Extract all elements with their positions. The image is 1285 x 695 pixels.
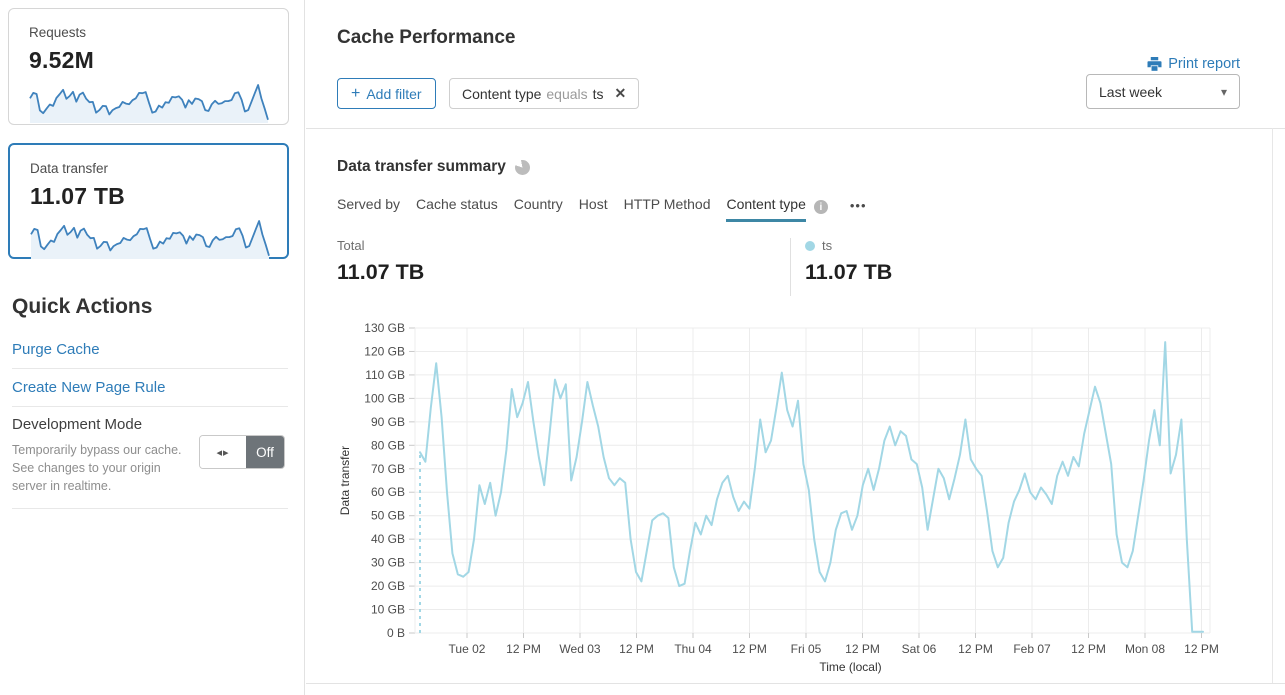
date-range-value: Last week <box>1099 83 1163 100</box>
svg-text:12 PM: 12 PM <box>506 642 541 656</box>
divider <box>12 406 288 407</box>
series-total-value: 11.07 TB <box>805 260 893 284</box>
svg-text:12 PM: 12 PM <box>958 642 993 656</box>
svg-text:120 GB: 120 GB <box>364 344 405 358</box>
svg-text:12 PM: 12 PM <box>732 642 767 656</box>
filter-chip-content-type[interactable]: Content type equals ts ✕ <box>449 78 640 109</box>
svg-text:Sat 06: Sat 06 <box>902 642 937 656</box>
printer-icon <box>1147 57 1162 71</box>
svg-text:10 GB: 10 GB <box>371 603 405 617</box>
create-page-rule-link[interactable]: Create New Page Rule <box>12 379 166 396</box>
filter-field: Content type <box>462 85 542 102</box>
info-icon[interactable]: i <box>813 200 828 214</box>
development-mode-label: Development Mode <box>12 416 143 433</box>
chevron-down-icon: ▾ <box>1220 84 1227 99</box>
svg-text:Thu 04: Thu 04 <box>674 642 712 656</box>
filter-value: ts <box>592 85 604 102</box>
requests-sparkline-chart <box>29 84 269 123</box>
data-transfer-line-chart: 130 GB 120 GB 110 GB 100 GB 90 GB 80 GB 70 GB 6… <box>338 321 1219 674</box>
section-bottom-divider <box>306 683 1285 684</box>
tab-country[interactable]: Country <box>513 196 563 212</box>
svg-text:30 GB: 30 GB <box>371 556 405 570</box>
panel-right-border <box>1272 128 1273 683</box>
page-title: Cache Performance <box>337 27 516 48</box>
svg-text:12 PM: 12 PM <box>1071 642 1106 656</box>
divider <box>12 368 288 369</box>
header-divider <box>306 128 1285 129</box>
summary-title: Data transfer summary <box>337 158 506 175</box>
total-value: 11.07 TB <box>337 260 425 284</box>
svg-text:Mon 08: Mon 08 <box>1125 642 1165 656</box>
sidebar: Requests 9.52M Data transfer 11.07 TB Qu… <box>0 0 305 695</box>
print-report-label: Print report <box>1168 56 1240 72</box>
svg-text:40 GB: 40 GB <box>371 532 405 546</box>
svg-text:Tue 02: Tue 02 <box>449 642 486 656</box>
svg-text:12 PM: 12 PM <box>619 642 654 656</box>
filter-operator: equals <box>546 85 588 102</box>
svg-text:Data transfer: Data transfer <box>338 446 352 515</box>
more-tabs-button[interactable]: ••• <box>849 198 867 213</box>
data-transfer-sparkline-chart <box>30 220 270 259</box>
total-block: Total 11.07 TB <box>337 238 424 285</box>
svg-text:130 GB: 130 GB <box>364 321 405 335</box>
metric-label: Data transfer <box>30 161 109 176</box>
tab-cache-status[interactable]: Cache status <box>416 196 498 212</box>
divider <box>12 508 288 509</box>
date-range-dropdown[interactable]: Last week ▾ <box>1086 74 1240 109</box>
tab-content-type-label: Content type <box>726 196 806 222</box>
metric-card-data-transfer[interactable]: Data transfer 11.07 TB <box>8 143 289 259</box>
add-filter-button[interactable]: + Add filter <box>337 78 436 109</box>
print-report-link[interactable]: Print report <box>1147 56 1240 72</box>
metric-value: 9.52M <box>29 47 94 73</box>
svg-text:80 GB: 80 GB <box>371 438 405 452</box>
svg-text:20 GB: 20 GB <box>371 579 405 593</box>
add-filter-label: Add filter <box>366 85 422 102</box>
svg-text:12 PM: 12 PM <box>1184 642 1219 656</box>
toggle-arrows-icon: ◂▸ <box>200 436 246 468</box>
purge-cache-link[interactable]: Purge Cache <box>12 341 100 358</box>
metric-value: 11.07 TB <box>30 183 125 209</box>
svg-text:50 GB: 50 GB <box>371 509 405 523</box>
svg-text:Fri 05: Fri 05 <box>791 642 822 656</box>
tab-host[interactable]: Host <box>578 196 608 212</box>
summary-title-row: Data transfer summary <box>337 158 530 176</box>
svg-text:90 GB: 90 GB <box>371 415 405 429</box>
summary-tabs: Served by Cache status Country Host HTTP… <box>337 196 867 231</box>
svg-text:100 GB: 100 GB <box>364 391 405 405</box>
totals-divider <box>790 238 791 296</box>
filter-remove-icon[interactable]: ✕ <box>614 85 627 101</box>
quick-actions-heading: Quick Actions <box>12 295 153 318</box>
tab-content-type[interactable]: Content type i <box>726 196 828 231</box>
series-color-dot <box>805 240 815 251</box>
plus-icon: + <box>351 84 361 102</box>
svg-text:110 GB: 110 GB <box>365 368 405 382</box>
total-label: Total <box>337 238 365 253</box>
metric-label: Requests <box>29 25 87 40</box>
tab-http-method[interactable]: HTTP Method <box>623 196 711 212</box>
series-legend-block: ts 11.07 TB <box>805 238 892 285</box>
svg-text:70 GB: 70 GB <box>371 462 405 476</box>
svg-text:Feb 07: Feb 07 <box>1013 642 1051 656</box>
data-transfer-chart-container: 130 GB 120 GB 110 GB 100 GB 90 GB 80 GB 70 GB 6… <box>337 316 1247 678</box>
toggle-state-label: Off <box>246 436 284 468</box>
metric-card-requests[interactable]: Requests 9.52M <box>8 8 289 125</box>
svg-text:Time (local): Time (local) <box>819 660 881 674</box>
tab-served-by[interactable]: Served by <box>337 196 401 212</box>
svg-text:12 PM: 12 PM <box>845 642 880 656</box>
development-mode-description: Temporarily bypass our cache. See change… <box>12 443 182 493</box>
series-legend-label: ts <box>822 238 833 253</box>
svg-text:Wed 03: Wed 03 <box>559 642 600 656</box>
svg-text:0 B: 0 B <box>387 626 405 640</box>
svg-text:60 GB: 60 GB <box>371 485 405 499</box>
development-mode-toggle[interactable]: ◂▸ Off <box>199 435 285 469</box>
pie-chart-icon <box>514 159 530 175</box>
main-content: Cache Performance Print report + Add fil… <box>306 0 1285 695</box>
